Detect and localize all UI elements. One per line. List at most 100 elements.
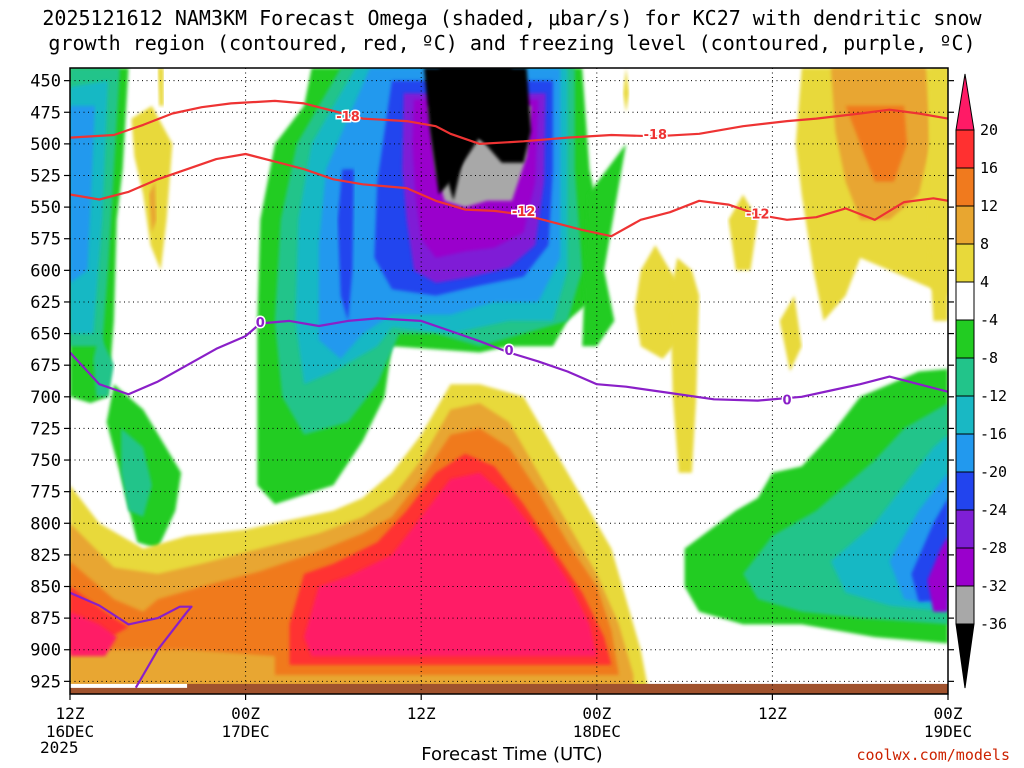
x-tick-label-time: 12Z [56,704,85,723]
colorbar-swatch [955,547,975,587]
y-tick-label: 575 [30,230,61,250]
y-tick-label: 500 [30,135,61,155]
y-tick-label: 725 [30,419,61,439]
dgz-minus12-line [70,152,948,238]
x-tick-label-time: 00Z [231,704,260,723]
freezing-level-low-line [70,591,193,689]
y-tick-label: 625 [30,293,61,313]
colorbar-label: 20 [980,121,998,139]
freezing-level-label: 0 [504,344,513,359]
y-tick-label: 775 [30,483,61,503]
y-tick-label: 550 [30,198,61,218]
colorbar-label: -28 [980,539,1007,557]
x-axis-title: Forecast Time (UTC) [421,744,603,765]
omega-sink-yellow-west-top [157,68,164,106]
omega-sink-magenta-core [304,472,597,657]
x-tick-label-date: 18DEC [573,722,621,741]
y-tick-label: 800 [30,514,61,534]
ground-gap [70,683,188,688]
grid-lines [70,68,948,694]
omega-west-low-teal [121,428,152,517]
omega-sink-yellow-dash1 [623,68,629,113]
y-tick-label: 600 [30,261,61,281]
colorbar-swatch [955,73,975,131]
colorbar-swatch [955,509,975,549]
omega-sink-gold-upper-west [149,181,157,233]
x-tick-label-date: 19DEC [924,722,972,741]
x-tick-label-date: 17DEC [222,722,270,741]
omega-core-black [438,68,514,201]
dgz-minus18-label: -18 [336,110,360,125]
colorbar-label: 12 [980,197,998,215]
colorbar-swatch [955,167,975,207]
chart-title-line-2: growth region (contoured, red, ºC) and f… [48,31,976,55]
plot-frame [69,67,949,695]
y-tick-label: 525 [30,166,61,186]
colorbar: 20 16 12 8 4 -4 -8 -12 -16 -20 -24 -28 -32 -36 [955,73,1007,689]
colorbar-swatch [955,471,975,511]
colorbar-swatch [955,243,975,283]
y-tick-label: 750 [30,451,61,471]
colorbar-label: -4 [980,311,998,329]
colorbar-label: -24 [980,501,1007,519]
colorbar-label: -12 [980,387,1007,405]
x-tick-label-time: 12Z [407,704,436,723]
freezing-level-line [70,317,948,402]
chart-title-line-1: 2025121612 NAM3KM Forecast Omega (shaded… [42,6,982,30]
colorbar-swatch [955,205,975,245]
dgz-minus12-label: -12 [746,207,770,222]
y-tick-label: 650 [30,325,61,345]
x-tick-label-time: 00Z [934,704,963,723]
colorbar-swatch [955,319,975,359]
y-tick-label: 850 [30,578,61,598]
omega-sink-yellow-upper-west [131,105,173,271]
y-tick-label: 875 [30,609,61,629]
x-tick-label-time: 00Z [582,704,611,723]
colorbar-label: -16 [980,425,1007,443]
colorbar-swatch [955,129,975,169]
freezing-level-label: 0 [256,316,265,331]
colorbar-label: -8 [980,349,998,367]
omega-shading [70,68,948,688]
colorbar-swatch [955,281,975,321]
omega-sink-yellow-mid2 [670,257,700,473]
y-tick-label: 900 [30,641,61,661]
omega-east-low-purple [927,535,948,612]
ground-layer [70,683,948,694]
omega-east-green-mid [582,143,627,347]
y-tick-label: 825 [30,546,61,566]
x-tick-label-time: 12Z [758,704,787,723]
freezing-level-label: 0 [783,393,792,408]
dgz-minus18-line [70,99,948,145]
colorbar-swatch [955,357,975,397]
omega-sink-yellow-east-right [927,68,948,321]
colorbar-label: 4 [980,273,989,291]
x-tick-label-date: 16DEC [46,722,94,741]
y-tick-label: 700 [30,388,61,408]
year-label: 2025 [40,738,79,757]
omega-west-low-teal2 [93,333,114,397]
omega-sink-yellow-dash2 [728,194,758,271]
y-tick-label: 450 [30,72,61,92]
dgz-minus18-label: -18 [644,128,668,143]
colorbar-swatch [955,433,975,473]
contour-lines: -18 -18 -12 -12 0 0 0 [70,99,948,689]
colorbar-label: 8 [980,235,989,253]
colorbar-label: -20 [980,463,1007,481]
y-tick-label: 475 [30,103,61,123]
pressure-axis: 450 475 500 525 550 575 600 625 650 675 700 725 750 7… [30,72,954,692]
colorbar-label: -32 [980,577,1007,595]
site-credit: coolwx.com/models [856,746,1010,764]
omega-sink-magenta-west [70,611,117,657]
colorbar-swatch [955,585,975,625]
dgz-minus12-label: -12 [512,205,536,220]
y-tick-label: 925 [30,672,61,692]
colorbar-swatch [955,623,975,689]
ground-strip [70,683,948,694]
y-tick-label: 675 [30,356,61,376]
colorbar-swatch [955,395,975,435]
colorbar-label: 16 [980,159,998,177]
colorbar-label: -36 [980,615,1007,633]
